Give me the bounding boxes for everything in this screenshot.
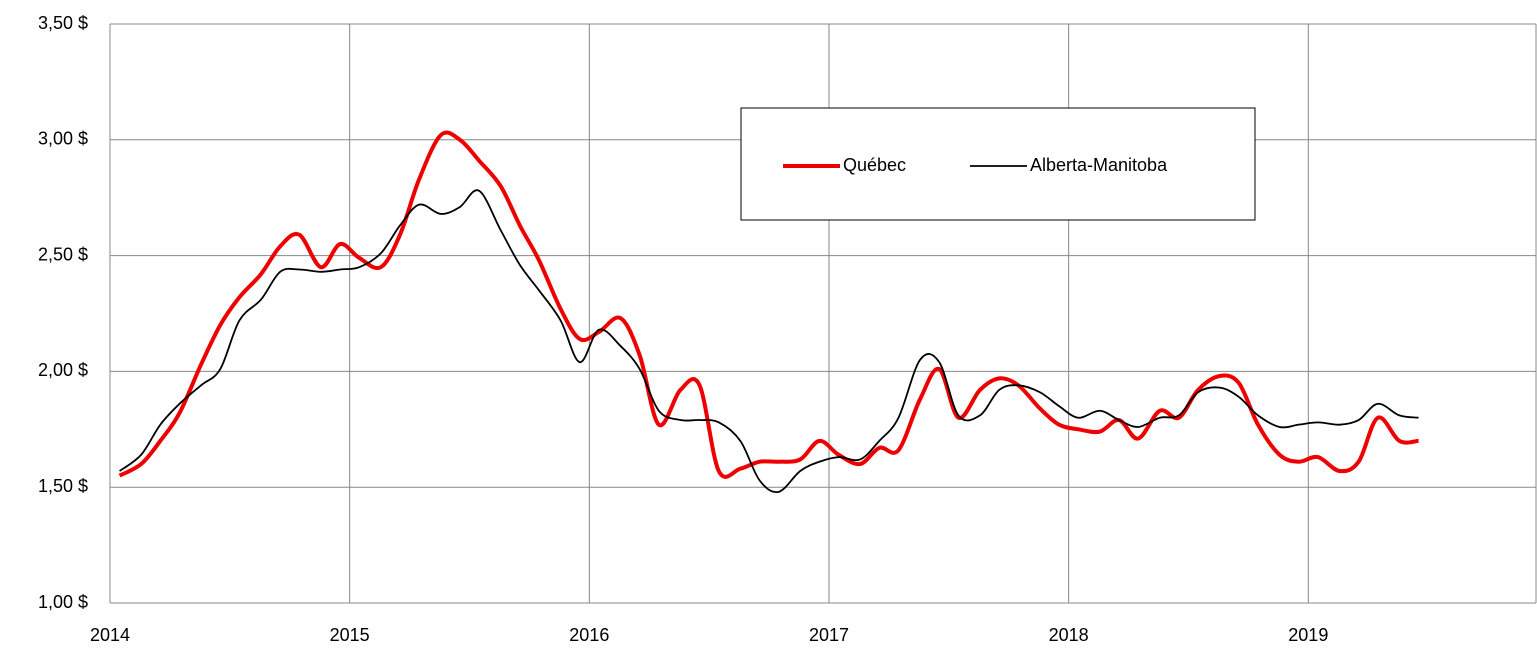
y-tick-label: 3,50 $ [38,13,88,33]
y-tick-label: 1,00 $ [38,592,88,612]
y-tick-label: 1,50 $ [38,476,88,496]
x-tick-label: 2017 [809,625,849,645]
y-tick-label: 2,00 $ [38,360,88,380]
y-tick-label: 3,00 $ [38,129,88,149]
x-tick-label: 2015 [330,625,370,645]
x-tick-label: 2014 [90,625,130,645]
x-tick-label: 2019 [1288,625,1328,645]
x-tick-label: 2016 [569,625,609,645]
legend-label: Québec [843,155,906,175]
series-line [118,130,1419,479]
y-tick-label: 2,50 $ [38,244,88,264]
series-line [119,189,1419,494]
x-tick-label: 2018 [1049,625,1089,645]
legend-label: Alberta-Manitoba [1030,155,1168,175]
